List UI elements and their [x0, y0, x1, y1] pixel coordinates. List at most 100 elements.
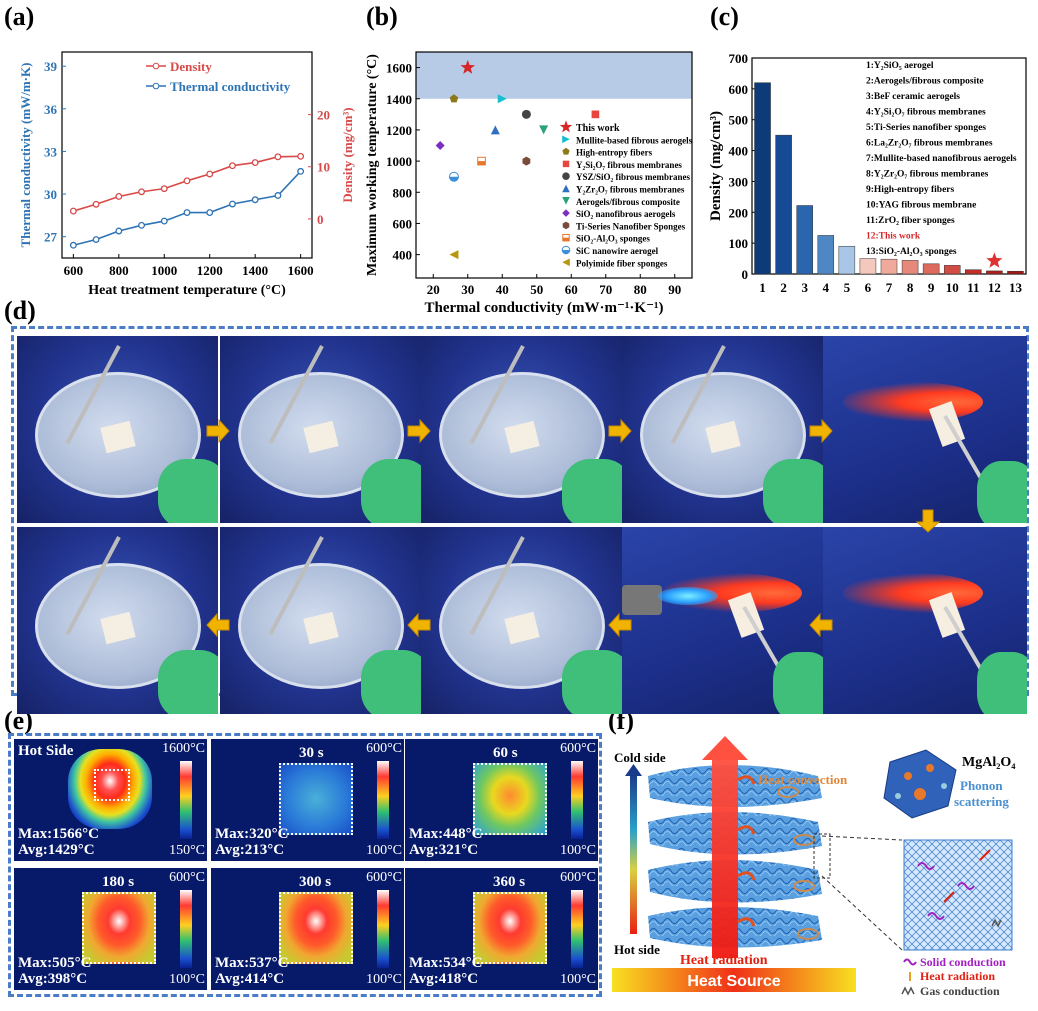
data-point-a: [297, 152, 305, 160]
y-tick-label-c: 300: [729, 174, 749, 189]
y-tick-label-b: 1000: [386, 154, 412, 169]
x-tick-label-c: 5: [844, 280, 851, 295]
scatter-point-b: [435, 141, 445, 151]
zoom-lines: [821, 835, 903, 951]
time-label: 360 s: [493, 874, 526, 890]
legend-label-c: 8:Y₂Zr₂O₇ fibrous membranes: [866, 170, 989, 180]
glove-icon: [562, 650, 622, 714]
legend-label-c: 5:Ti-Series nanofiber sponges: [866, 123, 986, 133]
scatter-point-b: [477, 156, 486, 166]
x-tick-label-b: 70: [599, 282, 612, 297]
process-photo: [622, 336, 823, 523]
scatter-point-b: [497, 94, 507, 104]
panel-e-frame: [8, 733, 602, 997]
panel-label-b: (b): [366, 2, 398, 31]
glove-icon: [977, 461, 1027, 523]
panel-label-d: (d): [4, 296, 36, 325]
time-label: 30 s: [299, 745, 324, 761]
x-tick-label-b: 60: [565, 282, 578, 297]
x-tick-label-a: 1000: [151, 263, 177, 278]
color-scale-bar: [377, 890, 389, 968]
bar-c: [922, 263, 940, 275]
process-photo: [421, 527, 622, 714]
legend-label-c: 3:BeF ceramic aerogels: [866, 92, 960, 102]
max-temperature: Max:1566°C: [18, 826, 99, 842]
y-axis-label-b: Maximum working temperature (°C): [365, 54, 380, 276]
x-tick-label-b: 40: [496, 282, 509, 297]
thermal-image: 60 s 600°C 100°C Max:448°C Avg:321°C: [405, 739, 598, 861]
data-point-a: [115, 227, 123, 235]
bar-c: [838, 245, 856, 275]
torch-nozzle-icon: [622, 585, 662, 615]
bar-c: [986, 270, 1003, 275]
glove-icon: [361, 650, 421, 714]
x-tick-label-a: 1400: [242, 263, 268, 278]
fiber-network-zoom: [903, 839, 1013, 951]
legend-label-b: High-entropy fibers: [576, 148, 653, 158]
conduction-paths: [917, 849, 1002, 928]
scale-top-label: 600°C: [366, 870, 402, 885]
data-point-a: [92, 236, 100, 243]
bar-c: [965, 269, 982, 275]
x-tick-label-c: 10: [946, 280, 959, 295]
legend-label-c: 13:SiO₂-Al₂O₃ sponges: [866, 247, 957, 257]
solid-conduction-icon: [903, 958, 917, 966]
scatter-point-b: [522, 156, 531, 166]
scatter-point-b: [562, 147, 570, 155]
heat-radiation-arrow: [702, 736, 748, 958]
phonon-label: Phonon: [960, 778, 1003, 793]
heat-transfer-schematic: Cold side Hot side Heat convection Heat …: [612, 736, 1016, 998]
legend-label-c: 7:Mullite-based nanofibrous aerogels: [866, 154, 1017, 164]
x-tick-label-c: 8: [907, 280, 914, 295]
shaded-band-b: [416, 52, 692, 99]
legend-label-c: 9:High-entropy fibers: [866, 185, 955, 195]
y-tick-label-c: 0: [742, 267, 749, 282]
y-tick-label-b: 800: [393, 185, 413, 200]
x-tick-label-c: 7: [886, 280, 893, 295]
flame-icon: [843, 382, 983, 422]
cold-side-label: Cold side: [614, 750, 666, 765]
scatter-point-b: [591, 110, 600, 119]
yright-tick-label-a: 10: [317, 160, 330, 175]
scale-bottom-label: 100°C: [560, 843, 596, 858]
bar-c: [859, 258, 877, 275]
legend-label-b: SiO₂ nanofibrous aerogels: [576, 209, 676, 219]
x-tick-label-b: 90: [668, 282, 681, 297]
color-scale-bar: [180, 761, 192, 839]
bar-c: [880, 258, 898, 275]
data-point-a: [160, 185, 168, 193]
crystal-structure-icon: [883, 749, 957, 819]
max-temperature: Max:320°C: [215, 826, 289, 842]
x-tick-label-c: 9: [928, 280, 935, 295]
scatter-point-b: [562, 172, 570, 180]
plot-frame-c: [751, 57, 1027, 275]
scale-bottom-label: 100°C: [169, 972, 205, 987]
max-temperature: Max:505°C: [18, 955, 92, 971]
legend-gas-conduction: Gas conduction: [920, 984, 1000, 998]
color-scale-bar: [377, 761, 389, 839]
legend-label-a: Thermal conductivity: [170, 79, 291, 94]
legend-label-b: Polyimide fiber sponges: [576, 258, 668, 268]
process-photo: [220, 527, 421, 714]
x-tick-label-a: 1200: [197, 263, 223, 278]
data-point-a: [69, 241, 77, 249]
color-scale-bar: [180, 890, 192, 968]
legend-label-b: Aerogels/fibrous composite: [576, 197, 680, 207]
highlight-star-icon: [986, 252, 1003, 268]
max-temperature: Max:448°C: [409, 826, 483, 842]
scatter-point-b: [559, 120, 573, 133]
thermal-image: 180 s 600°C 100°C Max:505°C Avg:398°C: [14, 868, 207, 990]
x-tick-label-b: 80: [634, 282, 647, 297]
sample-outline: [473, 892, 547, 964]
x-tick-label-c: 2: [780, 280, 787, 295]
thermal-image: Hot Side 1600°C 150°C Max:1566°C Avg:1429°C: [14, 739, 207, 861]
y-axis-label-c: Density (mg/cm³): [708, 111, 724, 221]
scale-bottom-label: 100°C: [560, 972, 596, 987]
sequence-arrow-icon: [608, 612, 632, 638]
x-axis-label-b: Thermal conductivity (mW·m⁻¹·K⁻¹): [425, 300, 664, 316]
scale-top-label: 600°C: [169, 870, 205, 885]
y-left-axis-label-a: Thermal conductivity (mW/m·K): [18, 63, 33, 248]
time-label: Hot Side: [18, 743, 74, 759]
hot-side-label: Hot side: [614, 942, 660, 957]
y-tick-label-b: 400: [393, 248, 413, 263]
